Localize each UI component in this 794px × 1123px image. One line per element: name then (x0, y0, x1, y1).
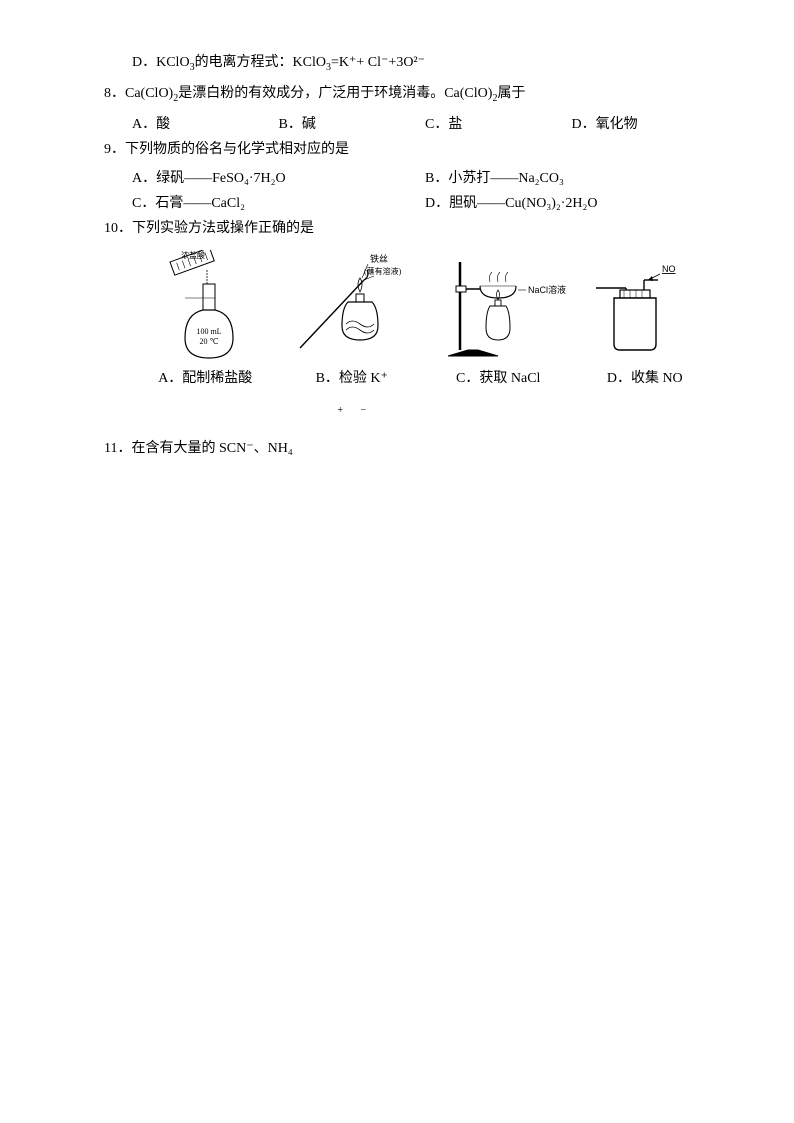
text: =K⁺+ Cl⁻+3O²⁻ (331, 55, 425, 70)
q10-fig-a: 浓盐酸 100 mL 20 ℃ (132, 250, 279, 360)
text: 8．Ca(ClO) (104, 86, 173, 101)
q10-cap-c: C．获取 NaCl (425, 366, 572, 391)
text: 的电离方程式：KClO (195, 55, 326, 70)
stray-marks: + − (76, 397, 718, 422)
q10-stem: 10．下列实验方法或操作正确的是 (76, 216, 718, 241)
q8-stem: 8．Ca(ClO)2是漂白粉的有效成分，广泛用于环境消毒。Ca(ClO)2属于 (76, 81, 718, 108)
flask-diagram-icon: 浓盐酸 100 mL 20 ℃ (145, 250, 265, 360)
label-sub: (蘸有溶液) (364, 266, 402, 276)
q8-opt-a: A．酸 (132, 112, 279, 137)
q9-opt-d: D．胆矾——Cu(NO₃)₂·2H₂O (425, 191, 718, 216)
q10-captions: A．配制稀盐酸 B．检验 K⁺ C．获取 NaCl D．收集 NO (76, 366, 718, 391)
text: 是漂白粉的有效成分，广泛用于环境消毒。Ca(ClO) (178, 86, 492, 101)
q10-figures: 浓盐酸 100 mL 20 ℃ 铁丝 (蘸有溶液) (76, 250, 718, 360)
q9-stem: 9．下列物质的俗名与化学式相对应的是 (76, 137, 718, 162)
text: 属于 (497, 86, 525, 101)
label-top: NO (662, 264, 676, 274)
q10-fig-b: 铁丝 (蘸有溶液) (279, 250, 426, 360)
q10-cap-b: B．检验 K⁺ (279, 366, 426, 391)
q9-row1: A．绿矾——FeSO₄·7H₂O B．小苏打——Na₂CO₃ (76, 166, 718, 191)
q10-fig-d: NO (572, 250, 719, 360)
flask-temp: 20 ℃ (200, 337, 219, 346)
text: D．KClO (132, 55, 190, 70)
q11-stem: 11．在含有大量的 SCN⁻、NH₄ (76, 436, 718, 461)
label-top: 铁丝 (370, 253, 388, 264)
q9-opt-a: A．绿矾——FeSO₄·7H₂O (132, 166, 425, 191)
label-top: 浓盐酸 (181, 250, 205, 260)
q9-row2: C．石膏——CaCl₂ D．胆矾——Cu(NO₃)₂·2H₂O (76, 191, 718, 216)
evaporation-diagram-icon: NaCl溶液 (428, 250, 568, 360)
q10-cap-a: A．配制稀盐酸 (132, 366, 279, 391)
gas-bottle-diagram-icon: NO (590, 250, 700, 360)
burner-diagram-icon: 铁丝 (蘸有溶液) (292, 250, 412, 360)
q8-opt-b: B．碱 (279, 112, 426, 137)
q8-opt-c: C．盐 (425, 112, 572, 137)
q10-cap-d: D．收集 NO (572, 366, 719, 391)
label-top: NaCl溶液 (528, 284, 566, 295)
q8-opt-d: D．氧化物 (572, 112, 719, 137)
q9-opt-b: B．小苏打——Na₂CO₃ (425, 166, 718, 191)
q9-opt-c: C．石膏——CaCl₂ (132, 191, 425, 216)
flask-vol: 100 mL (197, 327, 222, 336)
minus-mark: − (361, 405, 367, 416)
q10-fig-c: NaCl溶液 (425, 250, 572, 360)
q8-options: A．酸 B．碱 C．盐 D．氧化物 (76, 112, 718, 137)
plus-mark: + (337, 405, 343, 416)
q7-option-d: D．KClO3的电离方程式：KClO3=K⁺+ Cl⁻+3O²⁻ (76, 50, 718, 77)
